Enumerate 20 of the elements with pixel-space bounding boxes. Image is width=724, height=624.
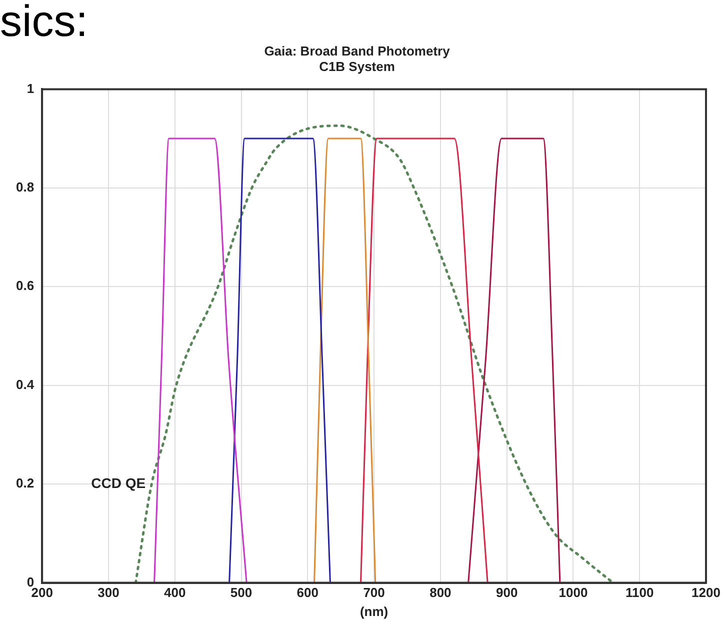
x-axis-title: (nm) xyxy=(360,604,388,619)
x-tick-label: 600 xyxy=(296,585,318,600)
x-tick-label: 1000 xyxy=(558,585,588,600)
text: sics: xyxy=(0,0,88,46)
x-tick-label: 1200 xyxy=(692,585,720,600)
x-tick-label: 500 xyxy=(230,585,252,600)
y-tick-label: 0.6 xyxy=(16,278,34,294)
series-label: CCD QE xyxy=(91,474,146,491)
x-tick-label: 700 xyxy=(363,585,385,600)
x-tick-label: 1100 xyxy=(626,585,654,600)
x-tick-label: 400 xyxy=(164,585,186,600)
chart-title: Gaia: Broad Band Photometry xyxy=(264,43,451,58)
x-tick-label: 900 xyxy=(496,585,518,600)
y-tick-label: 0.4 xyxy=(16,376,35,392)
y-tick-label: 0.2 xyxy=(16,476,34,491)
y-tick-label: 0.8 xyxy=(16,180,34,194)
y-tick-label: 1 xyxy=(26,80,34,96)
chart-subtitle: C1B System xyxy=(319,58,395,74)
x-tick-label: 300 xyxy=(98,585,120,600)
x-tick-label: 800 xyxy=(430,585,452,600)
